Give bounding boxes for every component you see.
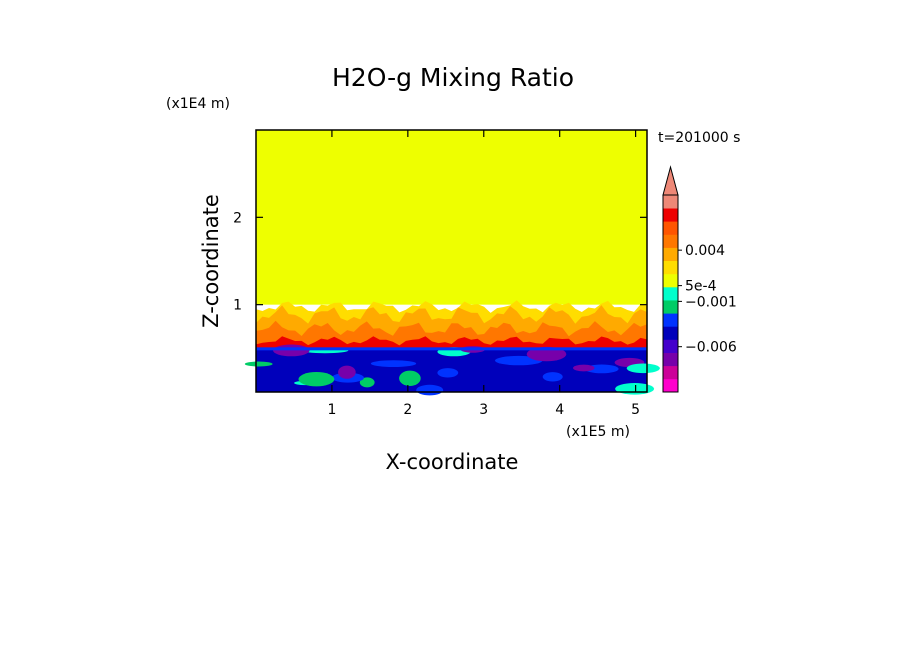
colorbar-level [663, 234, 678, 248]
y-axis-label: Z-coordinate [199, 194, 223, 328]
lower-patch [244, 361, 273, 367]
colorbar-level [663, 273, 678, 288]
heatmap-field [244, 130, 660, 396]
colorbar-tick-label: 5e-4 [685, 279, 717, 295]
lower-patch [359, 377, 375, 388]
x-tick-label: 1 [327, 402, 336, 418]
lower-patch [615, 383, 655, 395]
lower-patch [298, 372, 335, 387]
lower-patch [273, 344, 310, 357]
colorbar-level [663, 195, 678, 209]
colorbar-level [663, 286, 678, 301]
x-axis-ticks: 1 2 3 4 5 [327, 130, 640, 418]
y-tick-label: 1 [233, 298, 242, 314]
x-tick-label: 3 [479, 402, 488, 418]
lower-patch [338, 365, 356, 379]
colorbar-level [663, 300, 678, 314]
colorbar-level [663, 365, 678, 380]
colorbar-level [663, 378, 678, 393]
region-upper [256, 130, 647, 305]
lower-patch [416, 384, 444, 396]
colorbar-frame [662, 194, 679, 393]
y-unit-label: (x1E4 m) [166, 96, 230, 112]
x-tick-label: 2 [403, 402, 412, 418]
colorbar-level [663, 247, 678, 261]
lower-patch [526, 346, 567, 362]
colorbar-tick-label: −0.006 [685, 340, 737, 356]
mixing-band-4 [256, 336, 647, 349]
time-label: t=201000 s [658, 130, 740, 146]
layer-interface [256, 347, 647, 351]
colorbar-level [663, 208, 678, 222]
y-axis-ticks: 12 [233, 210, 647, 314]
lower-patch [626, 363, 660, 374]
plot-frame [255, 129, 648, 393]
colorbar-level [663, 221, 678, 235]
colorbar-level [663, 260, 678, 275]
chart-title: H2O-g Mixing Ratio [332, 63, 574, 92]
colorbar-extend-arrow [662, 165, 679, 196]
y-tick-label: 2 [233, 210, 242, 226]
x-tick-label: 4 [555, 402, 564, 418]
colorbar-level [663, 339, 678, 353]
lower-patch [399, 370, 421, 386]
lower-patch [542, 372, 563, 382]
x-unit-label: (x1E5 m) [566, 424, 630, 440]
x-tick-label: 5 [631, 402, 640, 418]
lower-patch [437, 368, 459, 378]
colorbar-tick-label: −0.001 [685, 294, 737, 310]
colorbar-level [663, 326, 678, 340]
lower-patch [370, 360, 417, 367]
lower-patch [573, 364, 595, 372]
colorbar-level [663, 313, 678, 327]
colorbar-level [663, 352, 678, 367]
colorbar: 0.004 5e-4−0.001 −0.006 [662, 165, 737, 393]
x-axis-label: X-coordinate [386, 450, 519, 474]
colorbar-tick-label: 0.004 [685, 243, 725, 259]
